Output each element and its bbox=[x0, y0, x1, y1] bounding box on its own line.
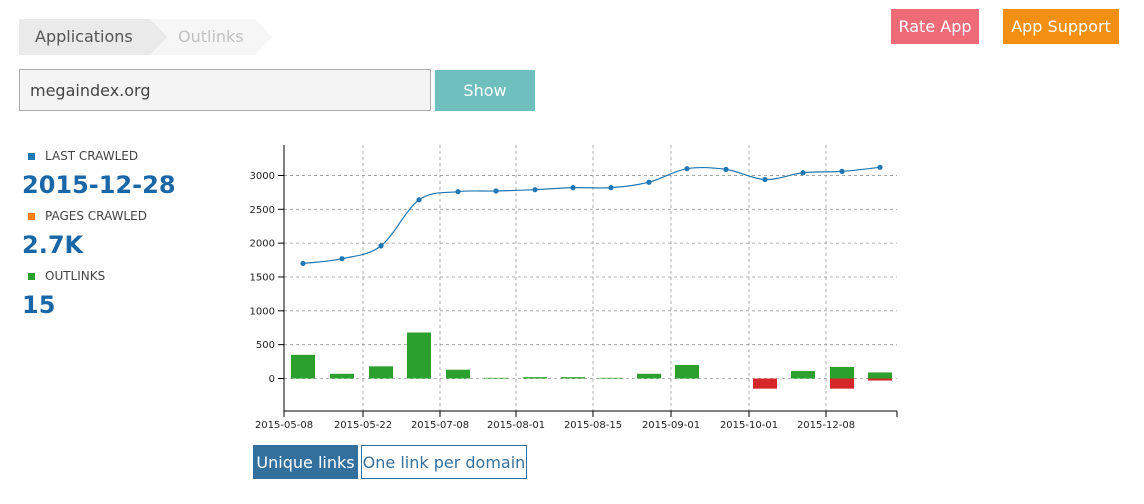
y-tick-label: 500 bbox=[256, 340, 275, 351]
line-point bbox=[877, 164, 883, 170]
x-tick-label: 2015-07-08 bbox=[411, 420, 469, 431]
positive-bar bbox=[599, 377, 623, 379]
last-crawled-value: 2015-12-28 bbox=[22, 171, 176, 199]
y-tick-label: 1000 bbox=[250, 306, 275, 317]
breadcrumb-applications[interactable]: Applications bbox=[19, 19, 169, 55]
line-point bbox=[416, 197, 422, 203]
pages-crawled-value: 2.7K bbox=[22, 231, 84, 259]
breadcrumb-applications-label: Applications bbox=[35, 27, 133, 46]
x-tick-label: 2015-08-15 bbox=[564, 420, 622, 431]
line-point bbox=[455, 189, 461, 195]
line-point bbox=[800, 170, 806, 176]
app-support-button[interactable]: App Support bbox=[1003, 9, 1119, 44]
negative-bar bbox=[753, 378, 777, 389]
x-tick-label: 2015-12-08 bbox=[797, 420, 855, 431]
pages-crawled-label: PAGES CRAWLED bbox=[45, 209, 147, 223]
positive-bar bbox=[675, 364, 699, 379]
breadcrumb-outlinks[interactable]: Outlinks bbox=[150, 19, 272, 55]
positive-bar bbox=[637, 373, 661, 379]
last-crawled-label-row: LAST CRAWLED bbox=[22, 146, 242, 166]
last-crawled-swatch bbox=[28, 152, 35, 160]
outlinks-value: 15 bbox=[22, 291, 56, 319]
show-button[interactable]: Show bbox=[435, 70, 535, 111]
line-point bbox=[723, 166, 729, 172]
pages-crawled-swatch bbox=[28, 212, 35, 220]
line-point bbox=[378, 243, 384, 249]
positive-bar bbox=[523, 377, 547, 379]
line-point bbox=[839, 168, 845, 174]
x-tick-label: 2015-05-22 bbox=[334, 420, 392, 431]
line-point bbox=[339, 256, 345, 262]
y-tick-label: 2000 bbox=[250, 239, 275, 250]
y-tick-label: 1500 bbox=[250, 272, 275, 283]
stats-panel: LAST CRAWLED 2015-12-28 PAGES CRAWLED 2.… bbox=[22, 146, 242, 326]
outlinks-label: OUTLINKS bbox=[45, 269, 106, 283]
line-point bbox=[762, 176, 768, 183]
positive-bar bbox=[868, 372, 892, 379]
line-point bbox=[532, 187, 538, 193]
positive-bar bbox=[791, 371, 815, 379]
rate-app-button[interactable]: Rate App bbox=[891, 9, 979, 44]
positive-bar bbox=[446, 369, 470, 379]
pages-crawled-label-row: PAGES CRAWLED bbox=[22, 206, 242, 226]
x-tick-label: 2015-05-08 bbox=[255, 420, 313, 431]
line-point bbox=[646, 179, 652, 185]
y-tick-label: 3000 bbox=[250, 171, 275, 182]
outlinks-label-row: OUTLINKS bbox=[22, 266, 242, 286]
positive-bar bbox=[330, 373, 354, 379]
line-point bbox=[608, 185, 614, 191]
outlinks-swatch bbox=[28, 272, 35, 280]
last-crawled-label: LAST CRAWLED bbox=[45, 149, 139, 163]
negative-bar bbox=[868, 378, 892, 381]
x-tick-label: 2015-09-01 bbox=[642, 420, 700, 431]
line-point bbox=[493, 188, 499, 194]
line-point bbox=[300, 260, 306, 267]
negative-bar bbox=[830, 378, 854, 389]
positive-bar bbox=[407, 332, 431, 379]
domain-input[interactable] bbox=[19, 69, 431, 111]
x-tick-label: 2015-10-01 bbox=[720, 420, 778, 431]
positive-bar bbox=[561, 377, 585, 379]
y-tick-label: 2500 bbox=[250, 205, 275, 216]
line-point bbox=[570, 185, 576, 191]
one-link-per-domain-toggle[interactable]: One link per domain bbox=[361, 445, 527, 479]
pages-crawled-line bbox=[302, 166, 881, 265]
outlinks-chart: 0 500 1000 1500 2000 2500 3000 2015-05-08 2015-0… bbox=[250, 145, 898, 431]
positive-bar bbox=[369, 366, 393, 379]
unique-links-toggle[interactable]: Unique links bbox=[253, 445, 358, 479]
positive-bar bbox=[830, 367, 854, 379]
breadcrumb-outlinks-label: Outlinks bbox=[178, 27, 244, 46]
positive-bar bbox=[291, 354, 315, 379]
y-tick-label: 0 bbox=[269, 374, 275, 385]
line-point bbox=[684, 166, 690, 172]
x-tick-label: 2015-08-01 bbox=[487, 420, 545, 431]
positive-bar bbox=[484, 377, 508, 379]
